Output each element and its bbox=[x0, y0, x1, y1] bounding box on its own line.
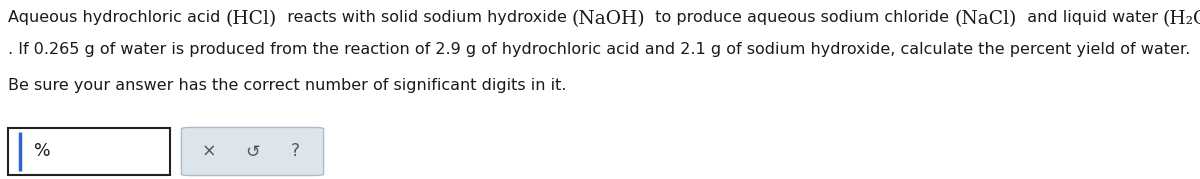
Text: (NaCl): (NaCl) bbox=[954, 10, 1016, 28]
Text: and liquid water: and liquid water bbox=[1016, 10, 1163, 25]
Text: (HCl): (HCl) bbox=[226, 10, 277, 28]
Text: ?: ? bbox=[292, 142, 300, 161]
Text: Be sure your answer has the correct number of significant digits in it.: Be sure your answer has the correct numb… bbox=[8, 78, 566, 93]
Text: ×: × bbox=[202, 142, 216, 161]
FancyBboxPatch shape bbox=[181, 127, 324, 176]
Text: Aqueous hydrochloric acid: Aqueous hydrochloric acid bbox=[8, 10, 226, 25]
Text: (NaOH): (NaOH) bbox=[571, 10, 646, 28]
Text: (H₂O): (H₂O) bbox=[1163, 10, 1200, 28]
FancyBboxPatch shape bbox=[8, 128, 170, 175]
Text: . If 0.265 g of water is produced from the reaction of 2.9 g of hydrochloric aci: . If 0.265 g of water is produced from t… bbox=[8, 42, 1190, 57]
Text: reacts with solid sodium hydroxide: reacts with solid sodium hydroxide bbox=[277, 10, 571, 25]
Text: ↺: ↺ bbox=[245, 142, 259, 161]
Text: %: % bbox=[34, 142, 50, 161]
Text: to produce aqueous sodium chloride: to produce aqueous sodium chloride bbox=[646, 10, 954, 25]
